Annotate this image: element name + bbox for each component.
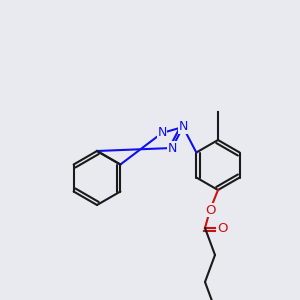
Text: O: O: [205, 203, 215, 217]
Text: O: O: [217, 221, 227, 235]
Text: N: N: [167, 142, 177, 154]
Text: N: N: [178, 121, 188, 134]
Text: N: N: [157, 127, 167, 140]
